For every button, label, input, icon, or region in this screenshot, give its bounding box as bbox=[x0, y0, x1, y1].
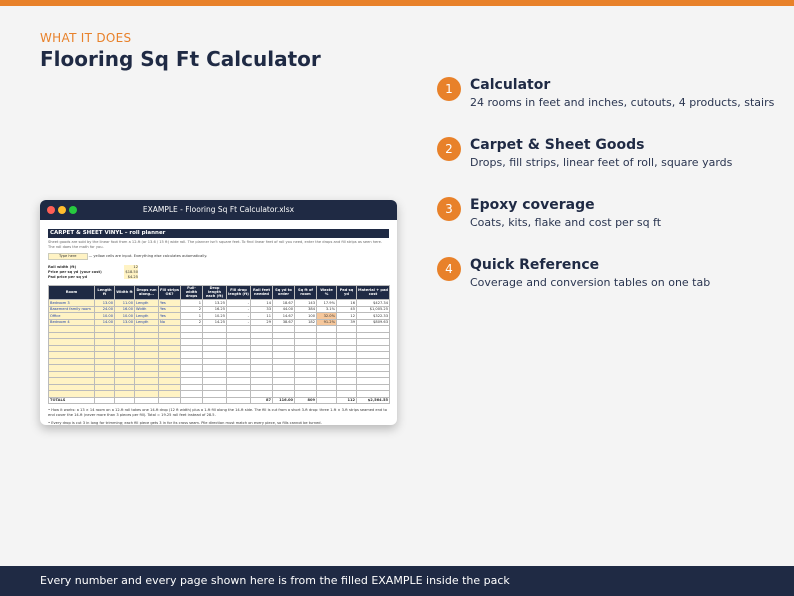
feature-desc: 24 rooms in feet and inches, cutouts, 4 … bbox=[470, 96, 775, 109]
feature-number: 3 bbox=[437, 197, 461, 221]
feature-number: 4 bbox=[437, 257, 461, 281]
column-header: Pad sq yd bbox=[336, 285, 357, 301]
column-header: Material + pad cost bbox=[356, 285, 390, 301]
column-header: Fill drop length (ft) bbox=[226, 285, 251, 301]
close-dot bbox=[47, 206, 55, 214]
input-row: Pad price per sq yd $4.25 bbox=[48, 274, 138, 280]
total-cell bbox=[94, 397, 115, 405]
empty-row bbox=[48, 351, 390, 359]
input-label: Price per sq yd (your cost) bbox=[48, 269, 102, 274]
total-cell: 116.00 bbox=[272, 397, 295, 405]
input-value: 12 bbox=[124, 264, 138, 270]
minimize-dot bbox=[58, 206, 66, 214]
total-cell: TOTALS bbox=[48, 397, 95, 405]
eyebrow: WHAT IT DOES bbox=[40, 31, 132, 45]
header-row: Room Length ft Width ft Drops run along... F… bbox=[48, 285, 390, 301]
cell: Basement family room bbox=[48, 306, 95, 314]
empty-row bbox=[48, 377, 390, 385]
input-value: $18.50 bbox=[124, 269, 138, 275]
total-cell: 112 bbox=[336, 397, 357, 405]
inputs: Roll width (ft) 12 Price per sq yd (your c… bbox=[48, 264, 389, 280]
feature-title: Epoxy coverage bbox=[470, 197, 595, 213]
sheet: CARPET & SHEET VINYL – roll planner Shee… bbox=[40, 220, 397, 425]
column-header: Length ft bbox=[94, 285, 115, 301]
footnote: • How it works: a 13 × 14 room on a 12-f… bbox=[48, 408, 387, 418]
total-cell: 87 bbox=[250, 397, 273, 405]
column-header: Fill strips OK? bbox=[158, 285, 181, 301]
column-header: Waste % bbox=[316, 285, 337, 301]
total-cell: $2,564.55 bbox=[356, 397, 390, 405]
column-header: Drops run along... bbox=[134, 285, 159, 301]
sheet-heading: CARPET & SHEET VINYL – roll planner bbox=[48, 229, 389, 239]
input-label: Pad price per sq yd bbox=[48, 274, 88, 279]
feature: 4 Quick Reference Coverage and conversion … bbox=[437, 257, 787, 317]
empty-row bbox=[48, 364, 390, 372]
feature: 2 Carpet & Sheet Goods Drops, fill strips,… bbox=[437, 137, 787, 197]
feature-desc: Coats, kits, flake and cost per sq ft bbox=[470, 216, 662, 229]
column-header: Full-width drops bbox=[180, 285, 203, 301]
feature-number: 2 bbox=[437, 137, 461, 161]
feature: 3 Epoxy coverage Coats, kits, flake and co… bbox=[437, 197, 787, 257]
feature-desc: Drops, fill strips, linear feet of roll,… bbox=[470, 156, 733, 169]
input-row: Roll width (ft) 12 bbox=[48, 264, 138, 270]
column-header: Drop length each (ft) bbox=[202, 285, 227, 301]
total-cell: 809 bbox=[294, 397, 317, 405]
feature-desc: Coverage and conversion tables on one ta… bbox=[470, 276, 711, 289]
column-header: Width ft bbox=[114, 285, 135, 301]
top-bar bbox=[0, 0, 794, 6]
footnote: • Every drop is cut 3 in long for trimmi… bbox=[48, 421, 322, 425]
app-window: EXAMPLE - Flooring Sq Ft Calculator.xlsx… bbox=[40, 200, 397, 425]
total-cell bbox=[202, 397, 227, 405]
table-row: Office 10.00 10.00 Length Yes 1 10.25-11 14.67 1… bbox=[48, 312, 390, 320]
column-header: Sq ft of room bbox=[294, 285, 317, 301]
window-bar: EXAMPLE - Flooring Sq Ft Calculator.xlsx bbox=[40, 200, 397, 220]
column-header: Roll feet needed bbox=[250, 285, 273, 301]
total-cell bbox=[180, 397, 203, 405]
window-title: EXAMPLE - Flooring Sq Ft Calculator.xlsx bbox=[142, 205, 295, 214]
feature-title: Quick Reference bbox=[470, 257, 600, 273]
feature: 1 Calculator 24 rooms in feet and inches, … bbox=[437, 77, 787, 137]
totals-row: TOTALS 87 116.00 809 112 $2,564.55 bbox=[48, 397, 390, 405]
feature-title: Carpet & Sheet Goods bbox=[470, 137, 645, 153]
sheet-notes: Sheet goods are sold by the linear foot … bbox=[48, 240, 382, 250]
column-header: Room bbox=[48, 285, 95, 301]
total-cell bbox=[114, 397, 135, 405]
total-cell bbox=[134, 397, 159, 405]
input-row: Price per sq yd (your cost) $18.50 bbox=[48, 269, 138, 275]
feature-list: 1 Calculator 24 rooms in feet and inches, … bbox=[437, 77, 787, 317]
total-cell bbox=[158, 397, 181, 405]
feature-title: Calculator bbox=[470, 77, 551, 93]
footer: Every number and every page shown here i… bbox=[0, 566, 794, 596]
table-row: Basement family room 24.00 16.00 Width Yes 2 1… bbox=[48, 306, 390, 314]
feature-number: 1 bbox=[437, 77, 461, 101]
total-cell bbox=[316, 397, 337, 405]
sheet-table: Room Length ft Width ft Drops run along... F… bbox=[48, 285, 390, 405]
legend-text: — yellow cells are input. Everything els… bbox=[88, 254, 208, 259]
input-label: Roll width (ft) bbox=[48, 264, 77, 269]
total-cell bbox=[226, 397, 251, 405]
legend: Type here — yellow cells are input. Ever… bbox=[48, 253, 389, 260]
title: Flooring Sq Ft Calculator bbox=[40, 47, 321, 71]
column-header: Sq yd to order bbox=[272, 285, 295, 301]
zoom-dot bbox=[69, 206, 77, 214]
footnotes: • How it works: a 13 × 14 room on a 12-f… bbox=[48, 408, 389, 425]
input-value: $4.25 bbox=[124, 274, 138, 280]
legend-key: Type here bbox=[48, 253, 88, 260]
